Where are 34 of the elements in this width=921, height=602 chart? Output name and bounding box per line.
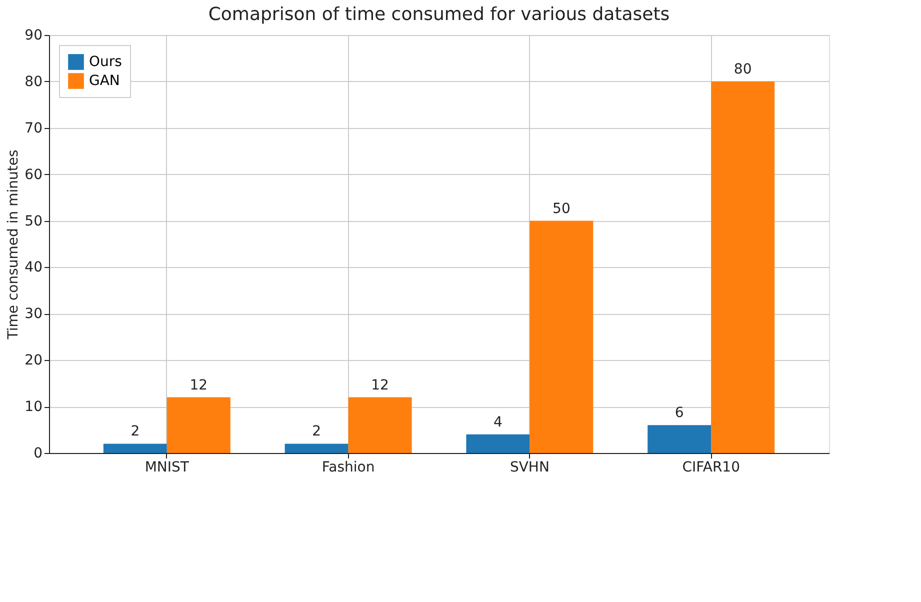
y-axis-title: Time consumed in minutes bbox=[6, 150, 22, 340]
x-tick-label: Fashion bbox=[322, 460, 375, 476]
x-tick-label: CIFAR10 bbox=[682, 460, 740, 476]
y-tick-label: 50 bbox=[24, 213, 42, 230]
x-tick-label: SVHN bbox=[510, 460, 550, 476]
chart-title: Comaprison of time consumed for various datasets bbox=[208, 4, 670, 25]
y-tick-label: 70 bbox=[24, 120, 42, 136]
y-tick-label: 20 bbox=[24, 352, 42, 369]
data-label: 12 bbox=[371, 377, 389, 394]
bar bbox=[711, 81, 775, 453]
data-label: 50 bbox=[552, 200, 570, 217]
bar bbox=[648, 425, 712, 453]
x-tick-label: MNIST bbox=[144, 460, 190, 476]
legend-label: Ours bbox=[89, 54, 122, 70]
y-tick-label: 80 bbox=[24, 74, 42, 90]
bar bbox=[348, 397, 412, 453]
bar bbox=[284, 444, 348, 453]
y-tick-label: 90 bbox=[24, 28, 42, 44]
data-label: 2 bbox=[312, 424, 322, 440]
bar bbox=[103, 444, 167, 453]
data-label: 4 bbox=[493, 414, 502, 430]
y-tick-label: 0 bbox=[34, 446, 42, 462]
y-tick-label: 10 bbox=[24, 399, 42, 416]
data-label: 80 bbox=[734, 61, 752, 78]
data-label: 12 bbox=[190, 377, 208, 394]
y-tick-label: 40 bbox=[24, 260, 42, 276]
data-label: 2 bbox=[130, 424, 140, 440]
bar bbox=[466, 434, 530, 453]
y-tick-label: 60 bbox=[24, 166, 42, 183]
legend-label: GAN bbox=[89, 73, 120, 89]
bar bbox=[166, 397, 230, 453]
data-label: 6 bbox=[674, 405, 684, 422]
bar bbox=[530, 220, 594, 453]
y-tick-label: 30 bbox=[24, 306, 42, 322]
